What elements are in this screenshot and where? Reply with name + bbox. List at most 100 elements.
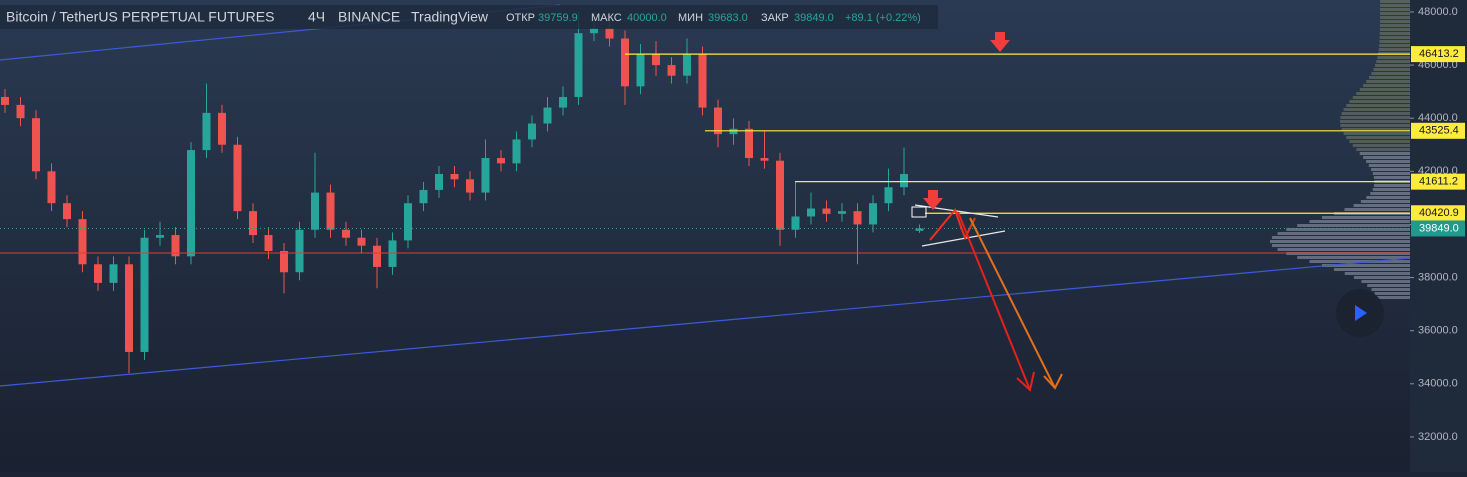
candle-body: [543, 107, 552, 124]
candle-body: [528, 123, 536, 140]
candle-body: [187, 150, 195, 257]
profile-bar: [1352, 96, 1410, 99]
y-tick-label: 38000.0: [1418, 271, 1458, 283]
profile-bar: [1344, 272, 1410, 275]
profile-bar: [1366, 196, 1410, 199]
profile-bar: [1343, 132, 1410, 135]
interval: 4Ч: [308, 9, 325, 25]
profile-bar: [1309, 220, 1410, 223]
candle-body: [435, 173, 443, 190]
profile-bar: [1376, 296, 1410, 299]
last-price-bg: [1411, 220, 1465, 237]
profile-bar: [1360, 200, 1410, 203]
candle-body: [497, 158, 505, 164]
y-tick-label: 34000.0: [1418, 378, 1458, 390]
candle-body: [884, 187, 893, 204]
level-label: 43525.4: [1419, 125, 1459, 137]
candle-body: [1, 96, 9, 105]
candle-body: [621, 38, 629, 87]
profile-bar: [1356, 148, 1410, 151]
wedge-line: [921, 230, 1006, 247]
profile-bar: [1379, 20, 1410, 23]
marker-box: [911, 206, 927, 218]
candles: [1, 11, 924, 374]
candle-body: [559, 96, 567, 108]
candle-body: [853, 211, 862, 225]
levels: 46413.2 43525.4 41611.2 40420.9 39849.0: [0, 46, 1465, 254]
candle-body: [667, 65, 676, 76]
profile-bar: [1353, 204, 1410, 207]
candle-body: [776, 160, 784, 230]
profile-bar: [1353, 276, 1410, 279]
exchange: BINANCE: [338, 9, 400, 25]
candle-body: [280, 251, 288, 273]
down-arrow-icon: [990, 32, 1010, 52]
candle-body: [202, 112, 211, 151]
candle-body: [822, 208, 831, 214]
profile-bar: [1373, 68, 1410, 71]
candle-body: [714, 107, 722, 135]
level-label: 46413.2: [1419, 48, 1459, 60]
header-bg: [0, 5, 938, 29]
candle-body: [125, 264, 133, 352]
play-icon: [1355, 305, 1367, 321]
candle-body: [574, 33, 583, 97]
candle-body: [512, 139, 521, 164]
profile-bar: [1269, 240, 1410, 243]
ohlc-value: 40000.0: [627, 12, 667, 24]
profile-bar: [1368, 164, 1410, 167]
profile-bar: [1309, 260, 1410, 263]
candle-body: [745, 128, 753, 159]
y-tick-label: 36000.0: [1418, 325, 1458, 337]
profile-bar: [1356, 92, 1410, 95]
candle-body: [156, 235, 164, 238]
profile-bar: [1271, 236, 1410, 239]
profile-bar: [1277, 232, 1410, 235]
forecast-arrow: [957, 211, 1031, 391]
ohlc-value: 39759.9: [538, 12, 578, 24]
candle-body: [47, 171, 56, 204]
candle-body: [63, 203, 71, 220]
y-tick-label: 44000.0: [1418, 112, 1458, 124]
candle-body: [357, 237, 366, 246]
profile-bar: [1359, 88, 1410, 91]
candle-body: [450, 173, 459, 180]
profile-bar: [1371, 168, 1410, 171]
candle-body: [807, 208, 815, 217]
profile-bar: [1379, 44, 1410, 47]
profile-bar: [1286, 228, 1410, 231]
profile-bar: [1352, 144, 1410, 147]
candle-body: [915, 228, 924, 231]
ohlc-value: 39849.0: [794, 12, 834, 24]
ohlc-label: ОТКР: [506, 12, 535, 24]
profile-bar: [1377, 56, 1410, 59]
channel-line: [0, 257, 1411, 387]
profile-bar: [1372, 172, 1410, 175]
profile-bar: [1379, 0, 1410, 3]
profile-bar: [1379, 8, 1410, 11]
forecast-arrow: [969, 217, 1056, 389]
profile-bar: [1371, 288, 1410, 291]
profile-bar: [1370, 192, 1410, 195]
profile-bar: [1363, 84, 1410, 87]
candle-body: [729, 128, 738, 135]
profile-bar: [1271, 244, 1410, 247]
profile-bar: [1374, 292, 1410, 295]
profile-bar: [1374, 184, 1410, 187]
candle-body: [373, 245, 381, 267]
candle-body: [295, 229, 304, 273]
profile-bar: [1321, 264, 1410, 267]
profile-bar: [1379, 12, 1410, 15]
profile-bar: [1340, 124, 1410, 127]
symbol: Bitcoin / TetherUS PERPETUAL FUTURES: [6, 9, 274, 25]
y-tick-label: 48000.0: [1418, 6, 1458, 18]
profile-bar: [1297, 224, 1410, 227]
zigzag: [929, 208, 976, 241]
profile-bar: [1368, 76, 1410, 79]
profile-bar: [1372, 188, 1410, 191]
profile-bar: [1366, 80, 1410, 83]
candle-body: [404, 203, 412, 241]
